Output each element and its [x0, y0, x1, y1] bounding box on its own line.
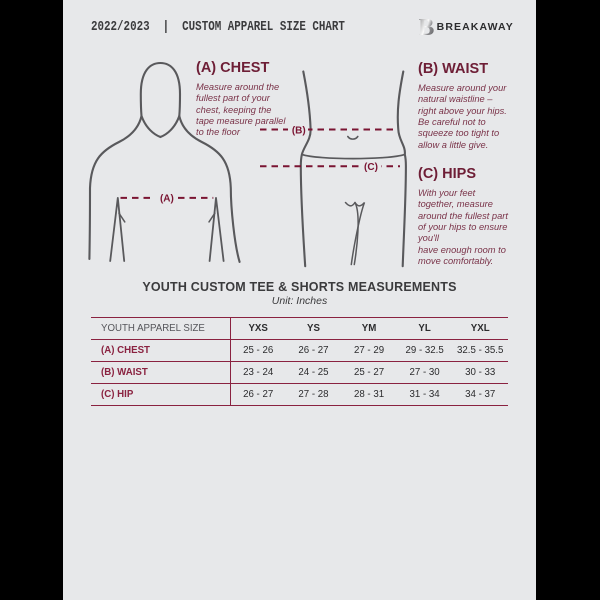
svg-text:(C): (C) — [364, 162, 378, 173]
svg-text:(B): (B) — [292, 125, 306, 136]
svg-text:B: B — [419, 14, 434, 40]
